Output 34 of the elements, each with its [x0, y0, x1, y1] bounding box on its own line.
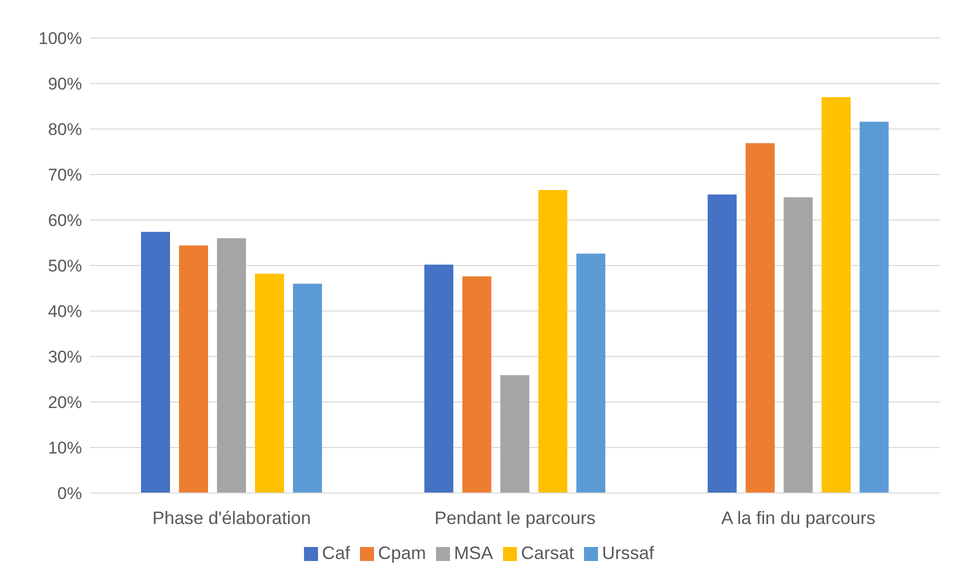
y-tick-label: 40% — [48, 302, 82, 322]
legend-label: Cpam — [378, 543, 426, 563]
bar — [822, 97, 851, 493]
y-tick-label: 0% — [57, 484, 82, 504]
y-tick-label: 100% — [38, 29, 82, 48]
bar — [576, 254, 606, 493]
x-tick-label: Pendant le parcours — [434, 508, 596, 528]
bar — [746, 143, 775, 493]
y-tick-label: 70% — [48, 166, 82, 185]
x-tick-label: Phase d'élaboration — [152, 508, 311, 528]
y-tick-label: 50% — [48, 256, 82, 276]
y-tick-label: 20% — [48, 393, 82, 412]
y-tick-label: 60% — [48, 211, 82, 230]
bar — [784, 197, 813, 493]
bar — [293, 284, 322, 493]
bar — [500, 375, 530, 493]
bar — [462, 276, 492, 493]
bar — [538, 190, 568, 493]
legend-label: MSA — [454, 543, 493, 563]
bar — [860, 122, 889, 493]
bar — [255, 274, 284, 493]
legend-label: Urssaf — [602, 543, 654, 563]
x-tick-label: A la fin du parcours — [721, 508, 876, 528]
y-tick-label: 10% — [48, 438, 82, 458]
bar — [217, 238, 246, 493]
bar — [708, 194, 737, 493]
legend-label: Caf — [322, 543, 350, 563]
y-tick-label: 80% — [48, 120, 82, 140]
y-tick-label: 90% — [48, 74, 82, 94]
bar — [424, 264, 454, 493]
bar — [179, 245, 208, 493]
legend-label: Carsat — [521, 543, 574, 563]
bar — [141, 232, 170, 493]
y-tick-label: 30% — [48, 348, 82, 367]
